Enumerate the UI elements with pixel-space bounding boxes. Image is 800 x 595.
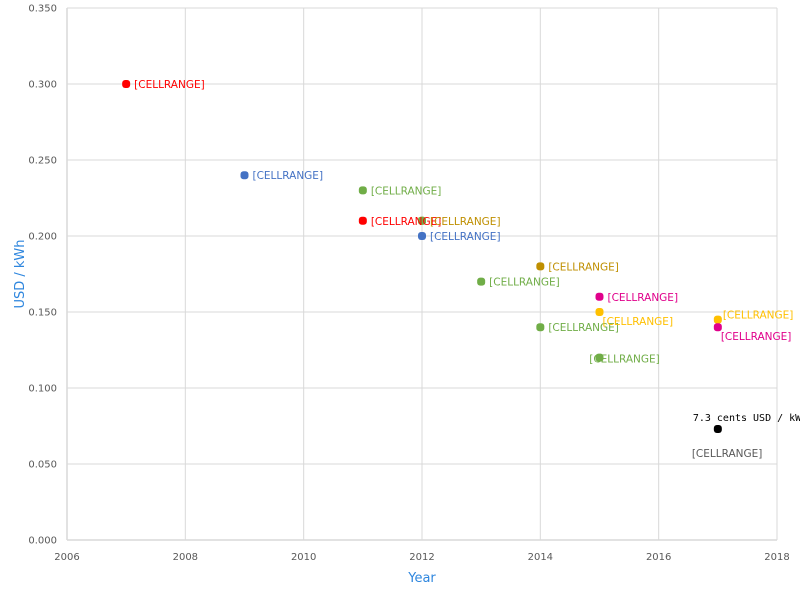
data-point <box>358 186 367 195</box>
data-label: [CELLRANGE] <box>608 292 679 304</box>
data-label: [CELLRANGE] <box>371 185 442 197</box>
data-label: [CELLRANGE] <box>721 331 792 343</box>
data-label: [CELLRANGE] <box>548 261 619 273</box>
data-point <box>477 277 486 286</box>
data-label: [CELLRANGE] <box>430 216 501 228</box>
y-tick-label: 0.150 <box>28 308 57 319</box>
x-tick-label: 2016 <box>646 552 671 563</box>
y-axis-ticks: 0.000 0.050 0.100 0.150 0.200 0.250 0.300 0.350 <box>28 4 57 547</box>
data-labels: [CELLRANGE][CELLRANGE][CELLRANGE][CELLRA… <box>134 79 800 460</box>
data-point <box>358 216 367 225</box>
x-tick-label: 2006 <box>54 552 79 563</box>
data-label: [CELLRANGE] <box>723 310 794 322</box>
data-label: [CELLRANGE] <box>430 231 501 243</box>
data-point <box>418 216 426 225</box>
x-tick-label: 2010 <box>291 552 316 563</box>
annotation-label: 7.3 cents USD / kWh <box>693 413 800 424</box>
y-tick-label: 0.250 <box>28 156 57 167</box>
data-label: [CELLRANGE] <box>489 277 560 289</box>
x-axis-title: Year <box>407 571 436 586</box>
data-point <box>713 323 722 332</box>
data-point <box>595 292 604 301</box>
data-point <box>536 262 545 271</box>
data-label: [CELLRANGE] <box>253 170 324 182</box>
data-label: [CELLRANGE] <box>692 448 763 460</box>
y-tick-label: 0.350 <box>28 4 57 15</box>
data-point <box>595 308 604 316</box>
data-point <box>418 232 426 240</box>
data-point <box>713 315 722 324</box>
y-tick-label: 0.100 <box>28 384 57 395</box>
y-tick-label: 0.050 <box>28 460 57 471</box>
x-tick-label: 2018 <box>764 552 789 563</box>
data-label: [CELLRANGE] <box>134 79 205 91</box>
y-tick-label: 0.300 <box>28 80 57 91</box>
data-point <box>713 425 722 434</box>
data-point <box>240 171 249 180</box>
data-point <box>122 80 131 88</box>
x-tick-label: 2012 <box>409 552 434 563</box>
data-label: [CELLRANGE] <box>371 216 442 228</box>
data-point <box>595 353 604 362</box>
data-label: [CELLRANGE] <box>603 316 674 328</box>
y-tick-label: 0.000 <box>28 536 57 547</box>
x-tick-label: 2008 <box>173 552 198 563</box>
y-tick-label: 0.200 <box>28 232 57 243</box>
data-point <box>536 323 545 332</box>
x-tick-label: 2014 <box>528 552 553 563</box>
x-axis-ticks: 2006 2008 2010 2012 2014 2016 2018 <box>54 552 789 563</box>
data-points <box>122 80 722 434</box>
data-label: [CELLRANGE] <box>589 354 660 366</box>
y-axis-title: USD / kWh <box>13 239 28 308</box>
data-label: [CELLRANGE] <box>548 322 619 334</box>
